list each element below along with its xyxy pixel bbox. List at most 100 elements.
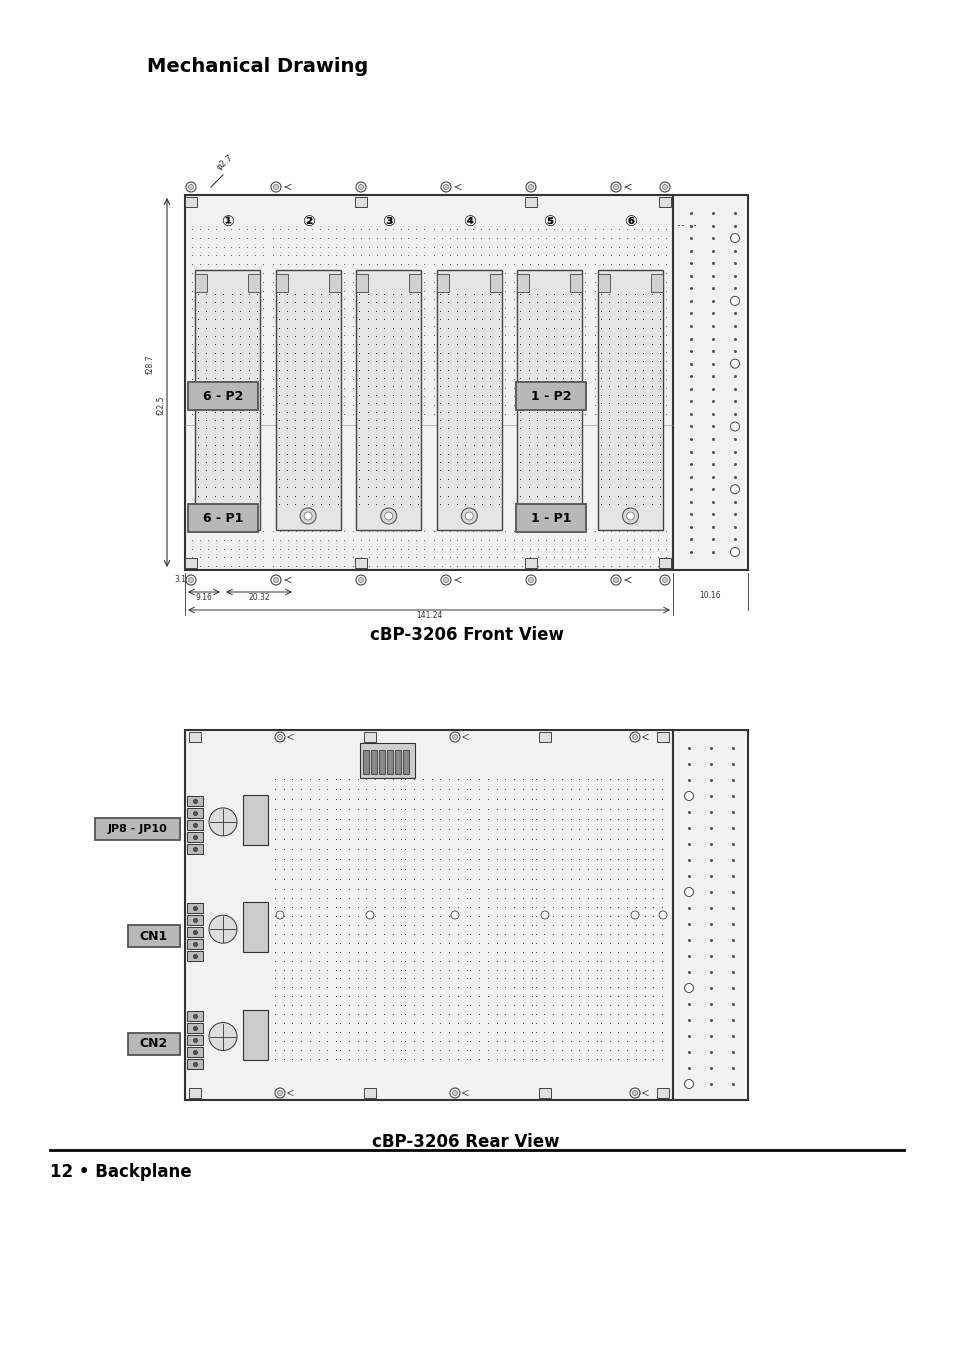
Text: 141.24: 141.24 bbox=[416, 611, 442, 621]
Circle shape bbox=[730, 233, 739, 243]
Circle shape bbox=[684, 888, 693, 897]
Circle shape bbox=[443, 184, 448, 190]
Bar bbox=[187, 1058, 203, 1069]
Circle shape bbox=[684, 984, 693, 992]
Circle shape bbox=[613, 184, 618, 190]
Bar bbox=[524, 196, 537, 207]
Text: 10.16: 10.16 bbox=[699, 591, 720, 600]
Bar bbox=[517, 270, 581, 530]
Text: ①: ① bbox=[221, 214, 233, 229]
Circle shape bbox=[304, 512, 312, 520]
Text: CN1: CN1 bbox=[140, 930, 168, 943]
Circle shape bbox=[730, 547, 739, 557]
Circle shape bbox=[209, 1023, 236, 1050]
Text: ⑤: ⑤ bbox=[543, 214, 556, 229]
Circle shape bbox=[461, 508, 476, 524]
Bar bbox=[185, 195, 672, 570]
Bar bbox=[187, 1011, 203, 1020]
Circle shape bbox=[730, 297, 739, 305]
Bar bbox=[187, 927, 203, 938]
Bar bbox=[187, 1034, 203, 1045]
Circle shape bbox=[219, 508, 235, 524]
Circle shape bbox=[465, 512, 473, 520]
Bar bbox=[538, 1088, 551, 1098]
Text: 1 - P1: 1 - P1 bbox=[531, 511, 571, 524]
Text: ②: ② bbox=[301, 214, 314, 229]
Circle shape bbox=[358, 577, 363, 583]
Text: JP8 - JP10: JP8 - JP10 bbox=[108, 824, 167, 833]
Text: φ2.7: φ2.7 bbox=[214, 153, 234, 172]
Circle shape bbox=[630, 911, 639, 919]
Bar bbox=[187, 1046, 203, 1057]
Circle shape bbox=[684, 791, 693, 801]
Circle shape bbox=[541, 508, 558, 524]
Bar bbox=[355, 196, 367, 207]
Text: 9.16: 9.16 bbox=[195, 593, 213, 602]
Circle shape bbox=[209, 915, 236, 943]
Bar bbox=[187, 795, 203, 806]
Circle shape bbox=[626, 512, 634, 520]
Text: ⑥: ⑥ bbox=[623, 214, 637, 229]
Text: f28.7: f28.7 bbox=[146, 354, 154, 374]
Bar bbox=[194, 274, 207, 291]
Bar bbox=[516, 382, 586, 411]
Bar bbox=[275, 274, 287, 291]
Circle shape bbox=[730, 359, 739, 369]
Bar bbox=[187, 904, 203, 913]
Bar bbox=[489, 274, 501, 291]
Circle shape bbox=[613, 577, 618, 583]
Text: Mechanical Drawing: Mechanical Drawing bbox=[147, 57, 368, 76]
Bar bbox=[248, 274, 260, 291]
Text: ④: ④ bbox=[462, 214, 476, 229]
Bar bbox=[355, 558, 367, 568]
Circle shape bbox=[528, 184, 533, 190]
Circle shape bbox=[450, 732, 459, 743]
Bar bbox=[128, 1033, 180, 1054]
Bar bbox=[516, 504, 586, 533]
Circle shape bbox=[730, 485, 739, 493]
Circle shape bbox=[629, 732, 639, 743]
Bar bbox=[659, 558, 670, 568]
Circle shape bbox=[274, 184, 278, 190]
Bar bbox=[598, 274, 609, 291]
Bar bbox=[185, 196, 196, 207]
Bar bbox=[188, 504, 257, 533]
Circle shape bbox=[440, 182, 451, 192]
Bar bbox=[371, 751, 376, 774]
Bar bbox=[672, 195, 747, 570]
Circle shape bbox=[209, 808, 236, 836]
Circle shape bbox=[610, 575, 620, 585]
Bar bbox=[194, 270, 260, 530]
Bar bbox=[657, 1088, 668, 1098]
Circle shape bbox=[528, 577, 533, 583]
Circle shape bbox=[632, 734, 637, 740]
Circle shape bbox=[355, 575, 366, 585]
Text: cBP-3206 Front View: cBP-3206 Front View bbox=[369, 626, 563, 644]
Circle shape bbox=[366, 911, 374, 919]
Bar bbox=[359, 743, 415, 778]
Bar bbox=[275, 270, 340, 530]
Text: f22.5: f22.5 bbox=[156, 396, 165, 415]
Bar bbox=[187, 844, 203, 854]
Circle shape bbox=[525, 182, 536, 192]
Text: .. ..: .. .. bbox=[677, 215, 697, 229]
Bar bbox=[355, 274, 368, 291]
Text: 3.1: 3.1 bbox=[173, 575, 186, 584]
Bar bbox=[363, 751, 369, 774]
Bar bbox=[328, 274, 340, 291]
Text: ③: ③ bbox=[382, 214, 395, 229]
Circle shape bbox=[440, 575, 451, 585]
Circle shape bbox=[629, 1088, 639, 1098]
Circle shape bbox=[275, 911, 284, 919]
Bar bbox=[128, 925, 180, 947]
Bar bbox=[189, 732, 201, 743]
Bar bbox=[187, 820, 203, 829]
Circle shape bbox=[730, 421, 739, 431]
Circle shape bbox=[274, 577, 278, 583]
Bar bbox=[364, 732, 375, 743]
Circle shape bbox=[355, 182, 366, 192]
Text: cBP-3206 Rear View: cBP-3206 Rear View bbox=[372, 1133, 559, 1150]
Bar bbox=[395, 751, 400, 774]
Circle shape bbox=[452, 734, 457, 740]
Bar bbox=[672, 730, 747, 1100]
